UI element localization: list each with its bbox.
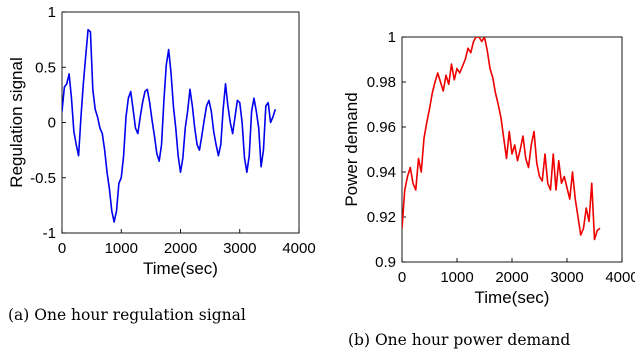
series-line-b-0 xyxy=(402,37,601,241)
y-tick-label-a-1: -0.5 xyxy=(30,170,56,187)
axes-frame-a xyxy=(61,11,300,234)
x-tick-label-b-3: 3000 xyxy=(550,269,583,286)
y-tick-label-a-4: 1 xyxy=(48,4,56,21)
y-axis-label-b: Power demand xyxy=(342,92,361,206)
x-tick-label-a-2: 2000 xyxy=(164,240,197,257)
x-tick-label-a-0: 0 xyxy=(58,240,66,257)
x-tick-label-a-3: 3000 xyxy=(223,240,256,257)
y-tick-label-a-0: -1 xyxy=(43,225,56,242)
y-tick-label-b-2: 0.94 xyxy=(367,164,396,181)
x-tick-label-b-1: 1000 xyxy=(440,269,473,286)
y-tick-label-b-5: 1 xyxy=(388,29,396,46)
caption-b: (b) One hour power demand xyxy=(348,331,571,349)
y-tick-label-b-3: 0.96 xyxy=(367,119,396,136)
x-tick-label-b-2: 2000 xyxy=(495,269,528,286)
caption-a: (a) One hour regulation signal xyxy=(8,306,246,324)
x-axis-label-b: Time(sec) xyxy=(475,288,550,307)
y-axis-label-a: Regulation signal xyxy=(7,57,26,187)
power-demand-chart: 0 1000 2000 3000 4000 0.9 0.92 0.94 0.96 0.98 1 Tim… xyxy=(342,29,635,307)
y-tick-label-b-0: 0.9 xyxy=(375,254,396,271)
y-tick-label-b-4: 0.98 xyxy=(367,74,396,91)
x-tick-label-a-1: 1000 xyxy=(105,240,138,257)
regulation-signal-chart: 0 1000 2000 3000 4000 -1 -0.5 0 0.5 1 Time(sec) Reg… xyxy=(7,4,316,278)
y-tick-label-b-1: 0.92 xyxy=(367,209,396,226)
series-line-a-0 xyxy=(62,28,277,223)
y-tick-label-a-3: 0.5 xyxy=(35,59,56,76)
y-tick-label-a-2: 0 xyxy=(48,115,56,132)
x-tick-label-a-4: 4000 xyxy=(282,240,315,257)
x-tick-label-b-0: 0 xyxy=(398,269,406,286)
x-tick-label-b-4: 4000 xyxy=(605,269,635,286)
x-axis-label-a: Time(sec) xyxy=(143,259,218,278)
